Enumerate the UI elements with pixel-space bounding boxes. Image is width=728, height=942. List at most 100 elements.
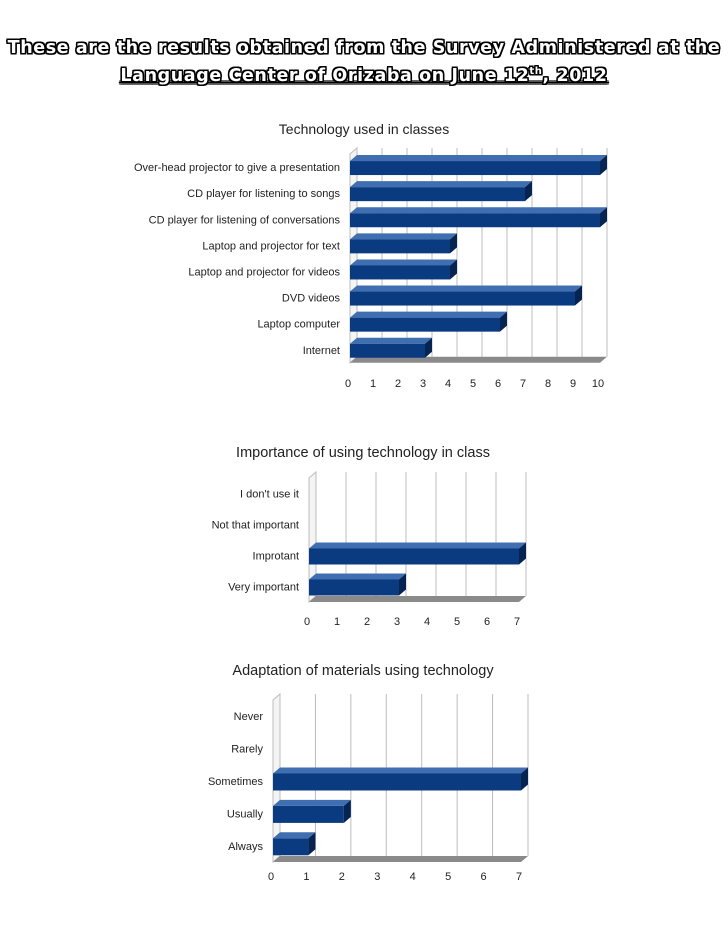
bar-front-face — [309, 548, 519, 565]
tick-label: 4 — [445, 378, 451, 390]
bar-top-face — [309, 542, 526, 549]
bar-top-face — [273, 832, 316, 839]
tick-label: 0 — [268, 871, 274, 883]
tick-label: 7 — [520, 378, 526, 390]
bar-top-face — [350, 259, 457, 266]
category-label: Laptop computer — [257, 319, 340, 331]
tick-label: 2 — [339, 871, 345, 883]
bar-top-face — [350, 181, 532, 188]
bar — [350, 337, 432, 358]
category-label: Not that important — [212, 520, 299, 532]
bar — [273, 832, 316, 856]
chart-floor — [350, 356, 607, 363]
tick-label: 3 — [374, 871, 380, 883]
category-label: Very important — [228, 582, 299, 594]
tick-label: 7 — [514, 616, 520, 628]
bar-front-face — [273, 805, 344, 823]
bar — [350, 207, 607, 228]
bar-end-face — [425, 337, 432, 358]
title-line-2-end: , 2012 — [542, 66, 608, 86]
tick-label: 1 — [334, 616, 340, 628]
bar-end-face — [343, 799, 351, 823]
category-label: Laptop and projector for text — [202, 240, 340, 252]
bar-top-face — [350, 233, 457, 240]
tick-label: 1 — [303, 871, 309, 883]
bar-front-face — [350, 317, 500, 332]
bar-end-face — [308, 832, 316, 856]
bar-end-face — [600, 207, 607, 228]
tick-label: 8 — [545, 378, 551, 390]
bar-top-face — [350, 311, 507, 318]
title-ordinal-suffix: th — [529, 66, 543, 77]
tick-label: 9 — [570, 378, 576, 390]
category-label: DVD videos — [282, 293, 341, 305]
category-label: CD player for listening of conversations — [149, 214, 341, 226]
category-label: Never — [234, 711, 264, 723]
bar — [350, 233, 457, 254]
bar — [350, 259, 457, 280]
category-label: Rarely — [231, 744, 263, 756]
tick-label: 6 — [481, 871, 487, 883]
chart-3: Adaptation of materials using technology… — [208, 663, 529, 883]
category-label: Internet — [303, 345, 340, 357]
chart-floor — [273, 856, 528, 862]
bar-top-face — [273, 799, 351, 806]
bar — [350, 285, 582, 306]
bar — [350, 181, 532, 202]
bar-top-face — [350, 207, 607, 214]
bar-top-face — [350, 337, 432, 344]
category-label: Laptop and projector for videos — [188, 266, 340, 278]
bar-front-face — [309, 579, 399, 596]
bar-end-face — [450, 259, 457, 280]
bar-end-face — [399, 573, 406, 596]
title-line-2: Language Center of Orizaba on June 12th,… — [0, 62, 728, 90]
bar-end-face — [450, 233, 457, 254]
tick-label: 5 — [445, 871, 451, 883]
tick-label: 4 — [410, 871, 416, 883]
bar-top-face — [273, 767, 528, 774]
tick-label: 4 — [424, 616, 430, 628]
category-label: Over-head projector to give a presentati… — [134, 162, 340, 174]
bar-top-face — [309, 573, 406, 580]
bar-front-face — [350, 265, 450, 280]
tick-label: 5 — [454, 616, 460, 628]
tick-label: 3 — [420, 378, 426, 390]
category-label: Always — [228, 841, 263, 853]
chart-2: Importance of using technology in class I… — [212, 445, 527, 628]
chart-title: Importance of using technology in class — [236, 445, 490, 461]
bar — [350, 155, 607, 176]
category-label: Sometimes — [208, 776, 264, 788]
chart-title: Technology used in classes — [279, 121, 449, 137]
bar-end-face — [600, 155, 607, 176]
bar-end-face — [575, 285, 582, 306]
category-label: Improtant — [253, 551, 299, 563]
tick-label: 0 — [345, 378, 351, 390]
bar — [273, 799, 351, 823]
category-label: I don't use it — [240, 489, 299, 501]
bar-front-face — [350, 343, 425, 358]
bar — [309, 573, 406, 596]
bar-front-face — [350, 187, 525, 202]
bar-end-face — [519, 542, 526, 565]
bar-front-face — [350, 291, 575, 306]
bar-front-face — [273, 838, 309, 856]
tick-label: 7 — [516, 871, 522, 883]
tick-label: 3 — [394, 616, 400, 628]
tick-label: 6 — [484, 616, 490, 628]
category-label: Usually — [227, 808, 264, 820]
page-title: These are the results obtained from the … — [0, 34, 728, 90]
title-line-1: These are the results obtained from the … — [7, 38, 721, 58]
bar — [273, 767, 528, 791]
tick-label: 2 — [364, 616, 370, 628]
bar-top-face — [350, 285, 582, 292]
tick-label: 6 — [495, 378, 501, 390]
tick-label: 10 — [592, 378, 604, 390]
bar-front-face — [350, 239, 450, 254]
tick-label: 0 — [304, 616, 310, 628]
tick-label: 5 — [470, 378, 476, 390]
bar-front-face — [350, 213, 600, 228]
bar-end-face — [500, 311, 507, 332]
title-line-2-main: Language Center of Orizaba on June 12 — [120, 66, 530, 86]
chart-floor — [309, 596, 526, 602]
